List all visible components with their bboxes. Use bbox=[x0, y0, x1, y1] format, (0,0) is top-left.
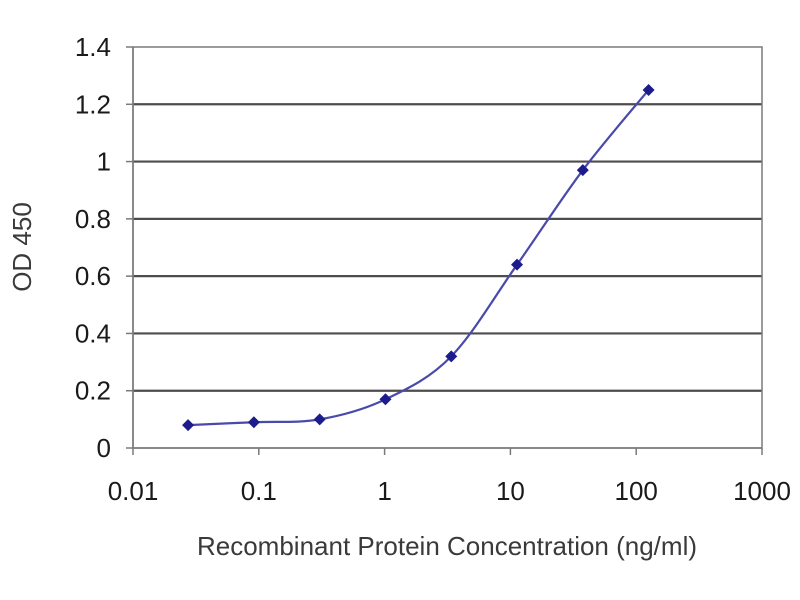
y-tick-label: 0 bbox=[97, 433, 111, 463]
axes bbox=[126, 46, 763, 455]
y-tick-label: 0.8 bbox=[75, 204, 111, 234]
x-tick-label: 0.01 bbox=[108, 476, 159, 506]
y-tick-label: 0.2 bbox=[75, 376, 111, 406]
y-tick-labels: 0 0.2 0.4 0.6 0.8 1 1.2 1.4 bbox=[75, 32, 111, 463]
data-point bbox=[379, 393, 392, 406]
data-point bbox=[313, 413, 326, 426]
x-tick-label: 10 bbox=[496, 476, 525, 506]
data-point bbox=[576, 164, 589, 177]
series bbox=[182, 83, 655, 432]
data-point bbox=[247, 416, 260, 429]
data-point bbox=[445, 350, 458, 363]
data-point bbox=[182, 419, 195, 432]
plot-area bbox=[132, 46, 763, 449]
y-axis-title: OD 450 bbox=[7, 202, 37, 292]
y-tick-label: 0.4 bbox=[75, 318, 111, 348]
x-tick-label: 100 bbox=[615, 476, 658, 506]
x-axis-title: Recombinant Protein Concentration (ng/ml… bbox=[197, 531, 697, 561]
y-tick-label: 1.4 bbox=[75, 32, 111, 62]
x-tick-label: 0.1 bbox=[241, 476, 277, 506]
x-tick-labels: 0.01 0.1 1 10 100 1000 bbox=[108, 476, 791, 506]
y-tick-label: 1.2 bbox=[75, 89, 111, 119]
y-tick-label: 0.6 bbox=[75, 261, 111, 291]
data-point bbox=[642, 83, 655, 96]
x-tick-label: 1 bbox=[377, 476, 391, 506]
data-point bbox=[511, 258, 524, 271]
y-tick-label: 1 bbox=[97, 147, 111, 177]
x-tick-label: 1000 bbox=[733, 476, 791, 506]
fit-curve bbox=[188, 89, 650, 427]
gridlines bbox=[133, 103, 762, 392]
